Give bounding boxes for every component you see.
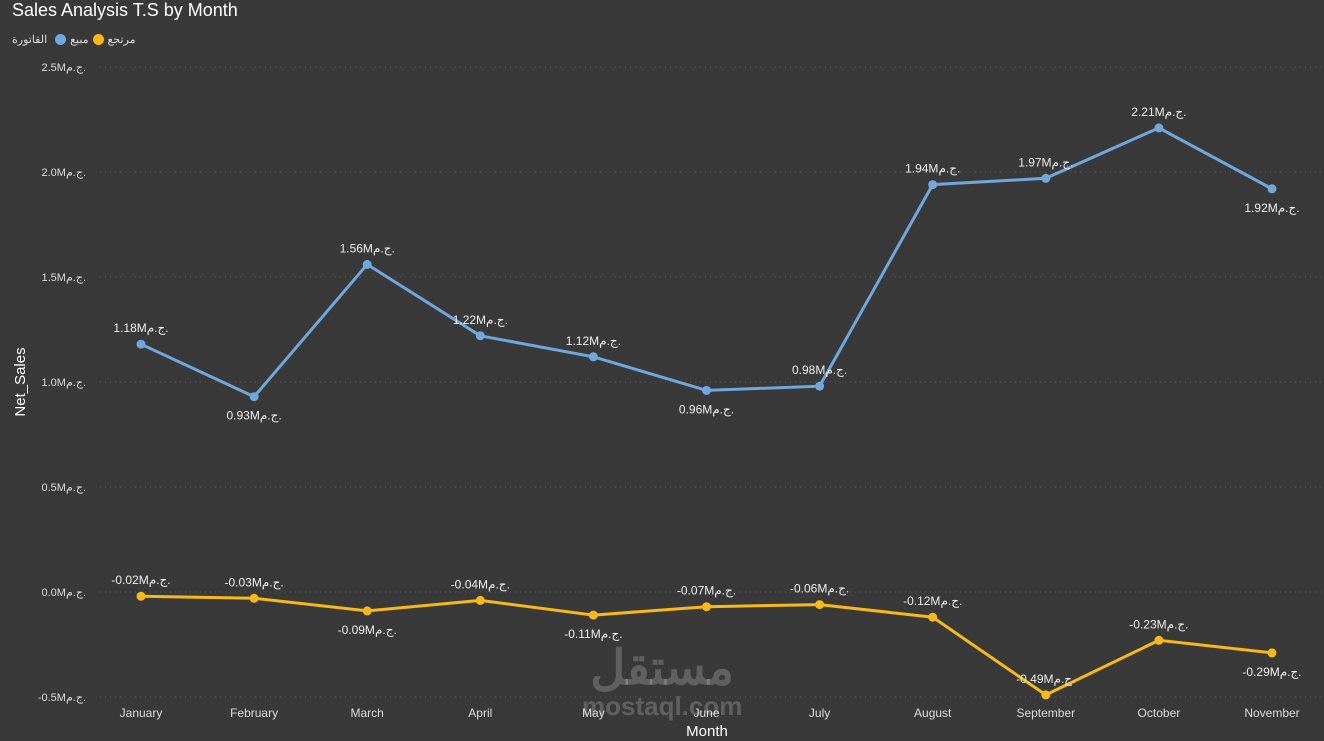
y-tick-label: 1.5Mج.م. [42,272,87,284]
data-point [249,593,259,603]
y-tick-label: 0.0Mج.م. [42,587,87,599]
data-point [136,339,146,349]
data-point [1154,123,1164,133]
data-label: -0.07Mج.م. [677,584,736,598]
legend-title: القاتورة [12,34,48,46]
data-label: -0.06Mج.م. [790,582,849,596]
data-label: 1.12Mج.م. [566,334,621,348]
y-tick-label: 2.0Mج.م. [42,167,87,179]
y-axis-title: Net_Sales [12,347,29,416]
data-label: 1.18Mج.م. [113,321,168,335]
x-tick-label: February [230,706,278,720]
data-point [136,591,146,601]
chart-title: Sales Analysis T.S by Month [12,0,238,20]
x-tick-label: July [809,706,830,720]
data-point [928,612,938,622]
data-point [928,180,938,190]
series-line-0 [140,126,1273,399]
data-label: -0.04Mج.م. [451,577,510,591]
data-point [1267,184,1277,194]
x-tick-label: March [351,706,384,720]
data-point [702,602,711,612]
data-label: 1.22Mج.م. [453,313,508,327]
legend: القاتورة مبيع مرتجع [12,33,136,46]
x-tick-label: August [914,706,952,720]
y-tick-label: 2.5Mج.م. [42,62,87,74]
data-point [588,610,598,620]
data-label: -0.11Mج.م. [564,627,622,641]
y-tick-label: 0.5Mج.م. [42,482,87,494]
x-tick-label: January [120,706,163,720]
data-label: -0.29Mج.م. [1242,665,1301,679]
data-label: 1.97Mج.م. [1018,155,1073,169]
data-point [815,381,825,391]
x-axis-title: Month [686,723,728,740]
data-label: 1.94Mج.م. [905,162,960,176]
data-label: 0.93Mج.م. [226,409,281,423]
data-point [815,600,825,610]
data-point [1267,648,1277,658]
legend-label-sales[interactable]: مبيع [70,34,89,46]
x-tick-label: November [1244,706,1299,720]
data-label: -0.49Mج.م. [1016,672,1075,686]
x-tick-label: May [582,706,605,720]
data-label: -0.23Mج.م. [1129,617,1188,631]
x-tick-label: October [1138,706,1181,720]
data-point [249,392,259,402]
x-tick-label: June [693,706,719,720]
data-label: -0.12Mج.م. [903,594,962,608]
data-point [702,385,711,395]
legend-marker-sales [55,34,67,45]
data-label: 0.98Mج.م. [792,363,847,377]
data-label: 1.56Mج.م. [340,241,395,255]
data-point [588,352,598,362]
data-label: 0.96Mج.م. [679,402,734,416]
x-tick-label: September [1016,706,1075,720]
y-tick-label: -0.5Mج.م. [38,692,86,704]
data-point [475,595,485,605]
data-label: -0.09Mج.م. [338,623,397,637]
data-point [1154,635,1164,645]
data-label: 1.92Mج.م. [1244,201,1299,215]
data-point [362,259,372,269]
data-label: 2.21Mج.م. [1131,105,1186,119]
data-point [1041,173,1051,183]
data-point [475,331,485,341]
data-label: -0.03Mج.م. [224,575,283,589]
y-tick-label: 1.0Mج.م. [42,377,87,389]
legend-label-returns[interactable]: مرتجع [107,34,136,46]
legend-marker-returns [92,34,104,45]
data-point [1041,690,1051,700]
data-point [362,606,372,616]
data-label: -0.02Mج.م. [111,573,170,587]
x-tick-label: April [468,706,492,720]
